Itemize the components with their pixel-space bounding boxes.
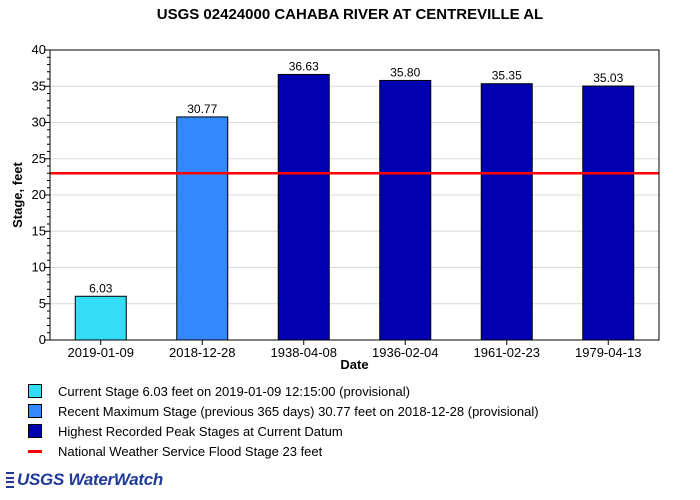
bar <box>379 79 432 341</box>
legend-swatch-highest-peaks <box>28 424 42 438</box>
y-tick-label: 25 <box>32 151 46 166</box>
bar <box>480 83 533 341</box>
x-tick-label: 1961-02-23 <box>474 345 541 360</box>
chart-title: USGS 02424000 CAHABA RIVER AT CENTREVILL… <box>156 6 544 23</box>
data-label: 35.03 <box>593 71 623 85</box>
data-label: 6.03 <box>89 281 113 295</box>
y-tick-label: 30 <box>32 115 46 130</box>
legend-swatch-recent-maximum <box>28 404 42 418</box>
data-label: 30.77 <box>187 102 217 116</box>
legend-item-current-stage: Current Stage 6.03 feet on 2019-01-09 12… <box>28 381 539 401</box>
plot-frame <box>49 49 660 341</box>
legend-item-flood-stage: National Weather Service Flood Stage 23 … <box>28 441 539 461</box>
x-tick-label: 2018-12-28 <box>169 345 236 360</box>
legend: Current Stage 6.03 feet on 2019-01-09 12… <box>28 381 539 461</box>
y-tick-label: 20 <box>32 187 46 202</box>
usgs-logo-icon <box>6 472 14 488</box>
x-tick-label: 2019-01-09 <box>68 345 135 360</box>
legend-swatch-current-stage <box>28 384 42 398</box>
x-tick-label: 1938-04-08 <box>271 345 338 360</box>
y-tick-label: 40 <box>32 42 46 57</box>
y-tick-label: 5 <box>39 296 46 311</box>
legend-item-highest-peaks: Highest Recorded Peak Stages at Current … <box>28 421 539 441</box>
legend-label-flood-stage: National Weather Service Flood Stage 23 … <box>58 443 323 459</box>
legend-label-current-stage: Current Stage 6.03 feet on 2019-01-09 12… <box>58 383 410 399</box>
y-axis-label: Stage, feet <box>10 161 25 227</box>
legend-swatch-flood-stage <box>28 449 42 453</box>
y-tick-label: 0 <box>39 332 46 347</box>
x-tick-label: 1979-04-13 <box>575 345 642 360</box>
y-tick-label: 10 <box>32 260 46 275</box>
legend-label-recent-maximum: Recent Maximum Stage (previous 365 days)… <box>58 403 539 419</box>
bar <box>277 73 330 341</box>
y-tick-label: 15 <box>32 223 46 238</box>
x-tick-label: 1936-02-04 <box>372 345 439 360</box>
bar <box>74 295 127 341</box>
logo-text: USGS WaterWatch <box>17 470 164 489</box>
bar <box>176 116 229 341</box>
bar-chart: 0 5 10 15 20 25 30 35 40 6.03 2019-01-09 30.77 2018-… <box>10 42 660 370</box>
bar <box>582 85 635 341</box>
y-tick-label: 35 <box>32 78 46 93</box>
x-axis-label: Date <box>340 357 368 370</box>
legend-label-highest-peaks: Highest Recorded Peak Stages at Current … <box>58 423 343 439</box>
data-label: 35.80 <box>390 65 420 79</box>
usgs-waterwatch-logo[interactable]: USGS WaterWatch <box>6 470 163 490</box>
data-label: 35.35 <box>492 69 522 83</box>
legend-item-recent-maximum: Recent Maximum Stage (previous 365 days)… <box>28 401 539 421</box>
data-label: 36.63 <box>289 59 319 73</box>
